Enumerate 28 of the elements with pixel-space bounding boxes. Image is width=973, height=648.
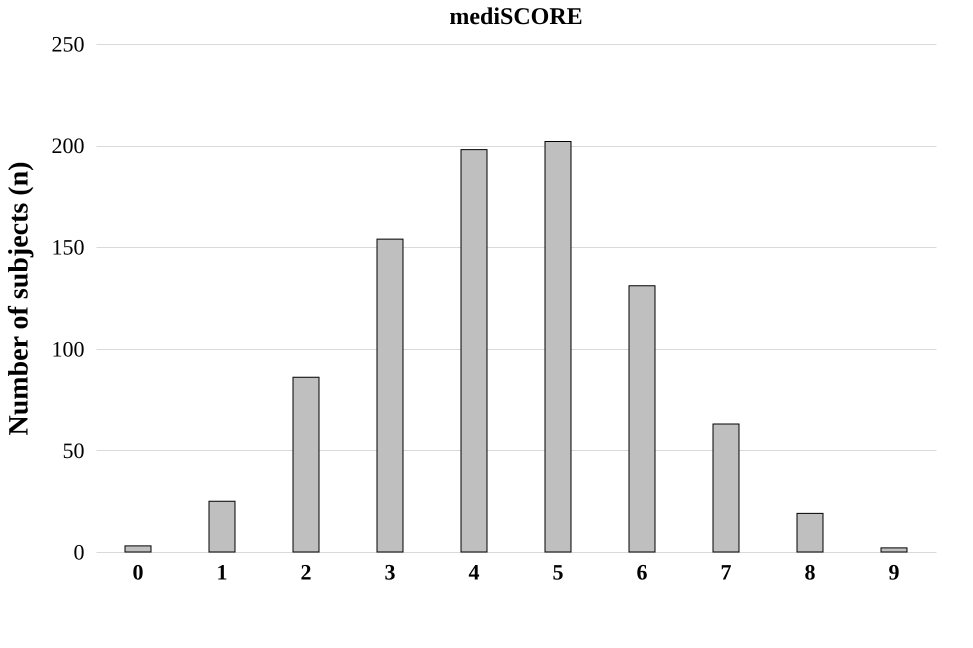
y-axis-title: Number of subjects (n) [4, 161, 34, 436]
y-tick-label: 200 [52, 133, 84, 158]
x-tick-label: 4 [468, 560, 480, 584]
y-tick-label: 50 [62, 438, 84, 463]
x-tick-label: 0 [132, 560, 144, 584]
x-tick-label: 7 [720, 560, 732, 584]
bar [628, 285, 656, 552]
y-tick-label: 100 [52, 336, 84, 362]
x-tick-label: 2 [300, 560, 312, 584]
y-tick-label: 250 [52, 32, 84, 56]
y-tick-label: 0 [74, 540, 84, 564]
bar [460, 149, 488, 552]
x-tick-label: 5 [552, 560, 564, 584]
x-tick-label: 9 [888, 560, 900, 584]
bar [124, 545, 152, 552]
bar [208, 500, 236, 552]
bar [544, 141, 572, 552]
x-tick-label: 6 [636, 560, 648, 584]
bar [376, 238, 404, 552]
x-tick-label: 8 [804, 560, 816, 584]
bar [796, 512, 824, 552]
bar [880, 547, 908, 552]
bar [712, 423, 740, 552]
x-tick-label: 3 [384, 560, 396, 584]
x-tick-label: 1 [216, 560, 228, 584]
bar [292, 376, 320, 552]
y-tick-label: 150 [52, 234, 84, 260]
chart-title: mediSCORE [449, 4, 583, 30]
